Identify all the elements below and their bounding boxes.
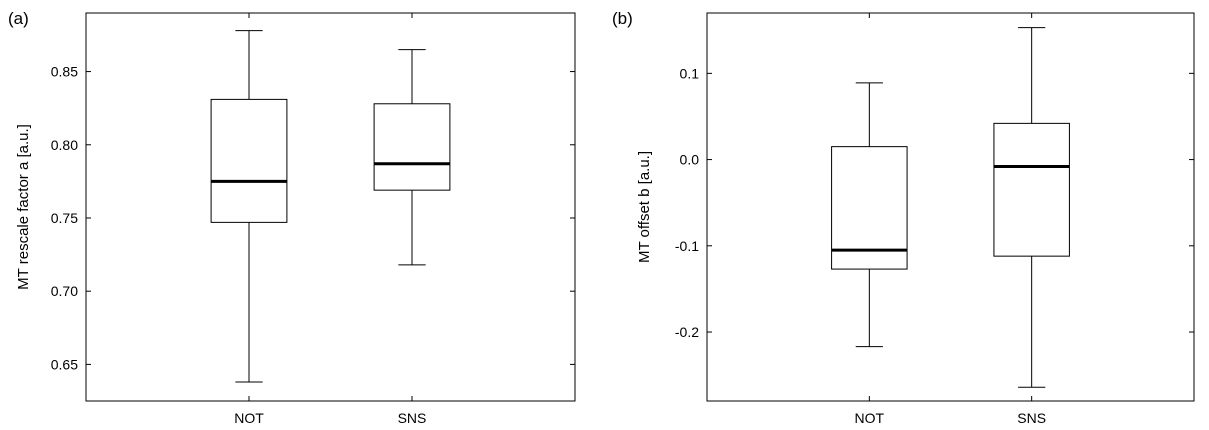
- plot-frame: [85, 12, 576, 402]
- chart-b-svg: -0.2 -0.1 0.0 0.1 NOT SNS MT offset b [a.u.]: [636, 12, 1195, 426]
- iqr-box: [210, 98, 288, 223]
- y-tick-label: 0.80: [51, 137, 78, 153]
- y-tick-label: -0.2: [675, 324, 699, 340]
- chart-panel-a: (a) 0.65 0.70 0.75 0.80 0.85 NOT SNS MT rescale…: [0, 0, 600, 430]
- y-tick-label: 0.85: [51, 64, 78, 80]
- panel-label-b: (b): [612, 9, 633, 28]
- y-tick-label: 0.0: [680, 152, 700, 168]
- box-not: [831, 82, 908, 348]
- x-tick-label: NOT: [234, 410, 264, 426]
- x-tick-label: SNS: [1017, 410, 1046, 426]
- box-sns: [993, 27, 1070, 388]
- box-sns: [373, 49, 451, 266]
- iqr-box: [373, 103, 451, 191]
- chart-a-svg: 0.65 0.70 0.75 0.80 0.85 NOT SNS MT rescale fac…: [15, 12, 576, 426]
- panel-label-a: (a): [8, 9, 29, 28]
- y-tick-label: -0.1: [675, 238, 699, 254]
- chart-panel-b: (b) -0.2 -0.1 0.0 0.1 NOT SNS MT offset b [a.u…: [604, 0, 1209, 430]
- y-axis-label: MT rescale factor a [a.u.]: [15, 124, 32, 290]
- y-axis-label: MT offset b [a.u.]: [636, 151, 653, 263]
- y-tick-label: 0.70: [51, 283, 78, 299]
- y-tick-label: 0.1: [680, 65, 700, 81]
- x-tick-label: NOT: [855, 410, 885, 426]
- y-tick-label: 0.65: [51, 356, 78, 372]
- box-not: [210, 30, 288, 383]
- plot-frame: [706, 12, 1195, 402]
- iqr-box: [993, 122, 1070, 257]
- x-tick-label: SNS: [398, 410, 427, 426]
- y-tick-label: 0.75: [51, 210, 78, 226]
